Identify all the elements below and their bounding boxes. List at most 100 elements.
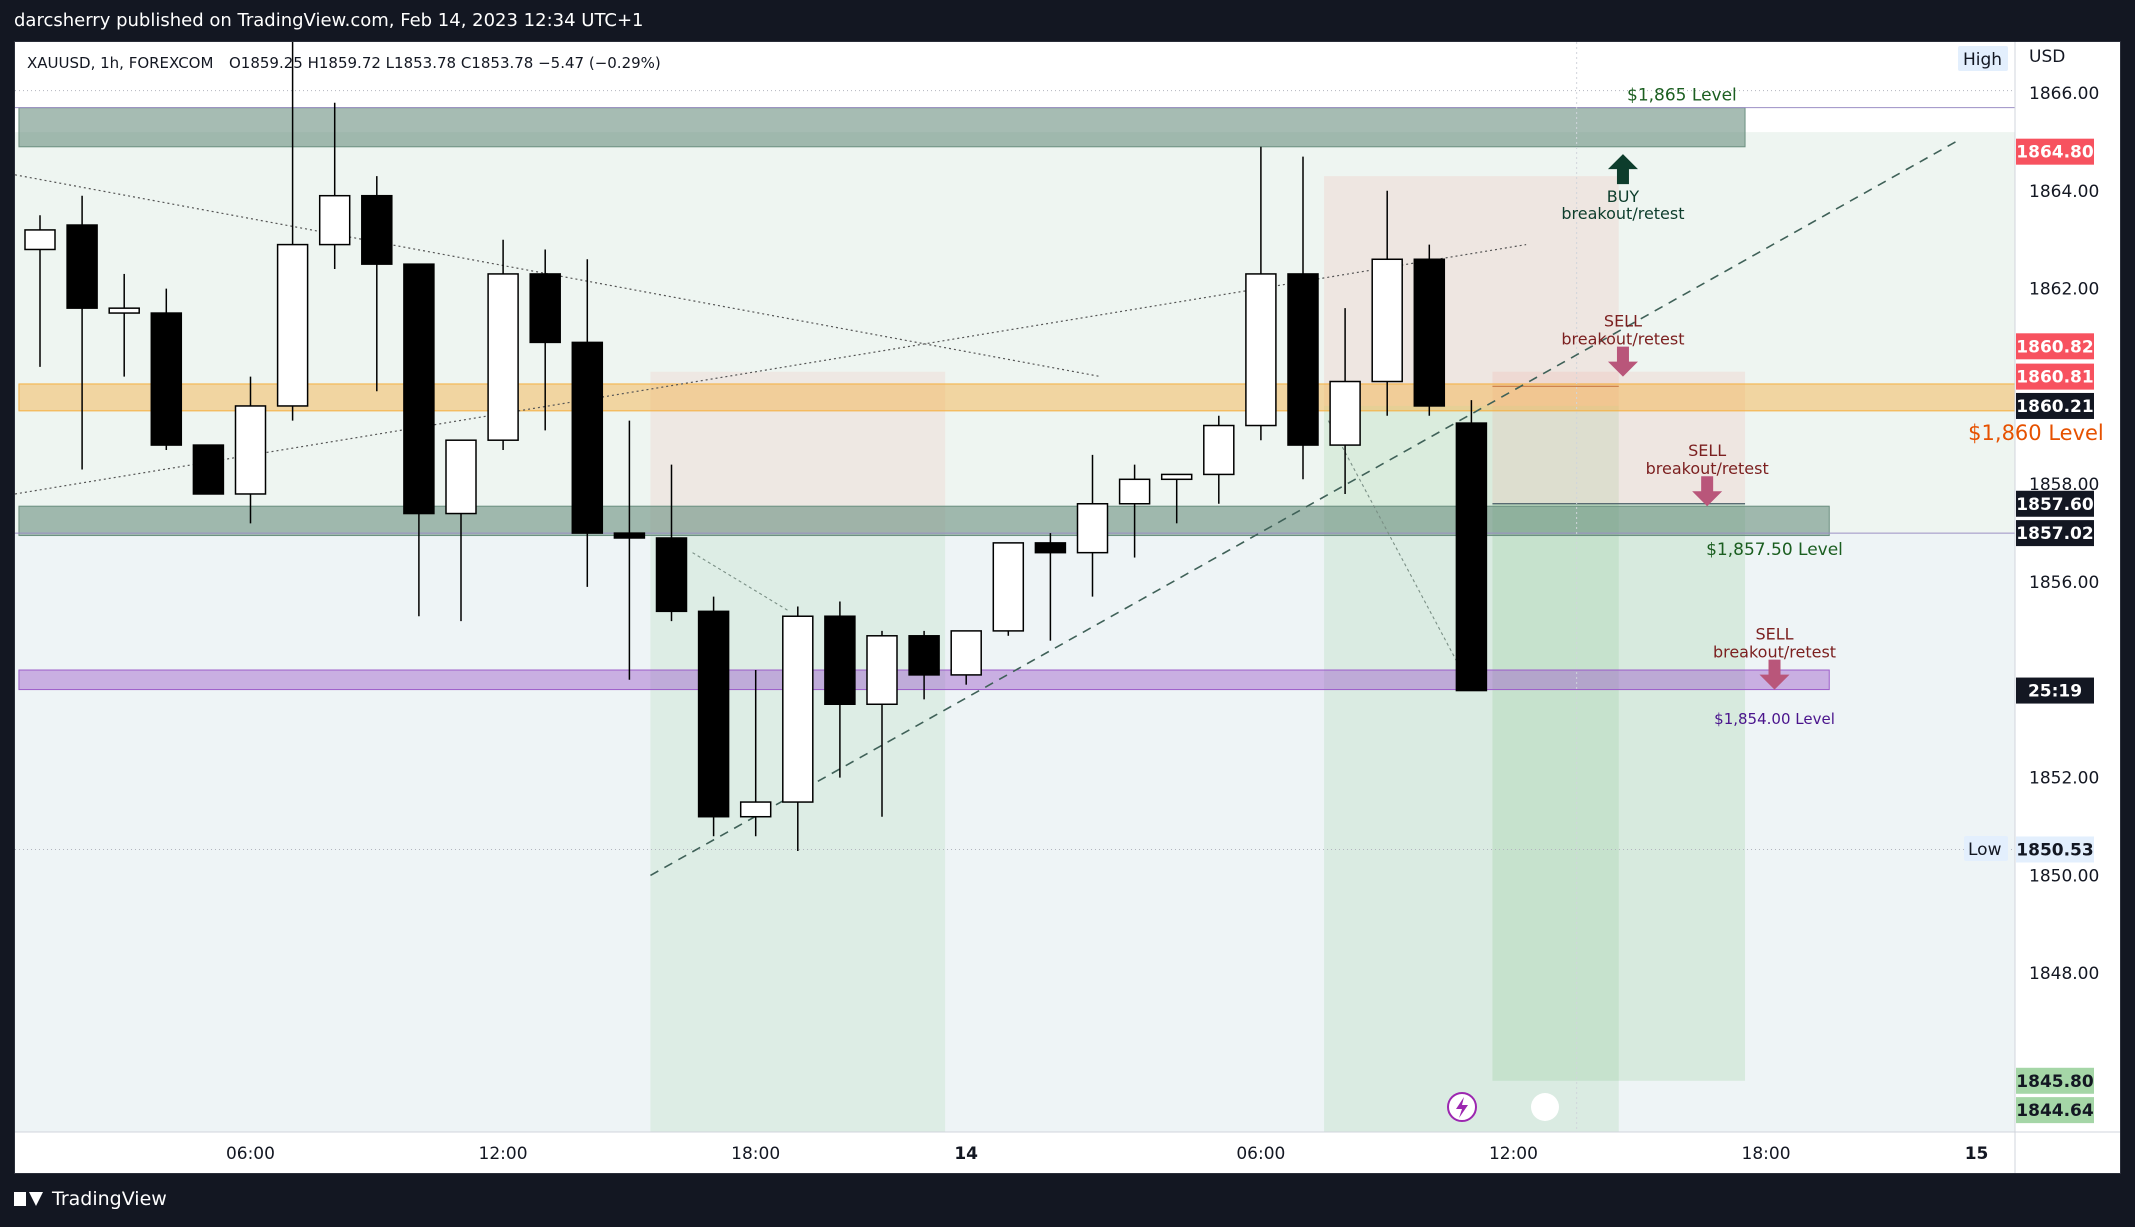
- candle-body: [824, 615, 856, 705]
- low-label: Low: [1968, 840, 2002, 860]
- high-price-badge-box: [2016, 138, 2094, 165]
- annotations: $1,865 Level $1,860 Level $1,857.50 Level $…: [1561, 85, 2103, 727]
- price-badge: 1857.02: [2016, 524, 2093, 544]
- candle-body: [1329, 380, 1361, 446]
- candle-body: [782, 615, 814, 803]
- price-tick-label: 1850.00: [2029, 866, 2099, 886]
- candle: [24, 215, 56, 367]
- lower-tint: [15, 533, 2015, 1132]
- candle: [1371, 190, 1403, 416]
- zone-1857: [18, 505, 1830, 537]
- level-zones: [15, 107, 2016, 691]
- candles: [24, 34, 1488, 851]
- signal-sublabel: breakout/retest: [1561, 204, 1684, 223]
- high-price-badge: 1864.80: [2016, 143, 2094, 163]
- candle: [782, 606, 814, 851]
- signal-label: SELL: [1604, 312, 1642, 331]
- currency-label[interactable]: USD: [2029, 47, 2065, 67]
- low-price-badge-box: [2016, 836, 2094, 863]
- candle-body: [1413, 258, 1446, 407]
- price-badge-box: [2016, 1097, 2094, 1124]
- zone-1865: [18, 107, 1746, 148]
- candle-body: [950, 630, 982, 676]
- candle: [655, 464, 688, 622]
- time-tick-label: 12:00: [1489, 1144, 1538, 1164]
- candle-body: [655, 537, 688, 613]
- candle: [1034, 533, 1067, 641]
- candle: [950, 630, 982, 685]
- low-label-box: [1964, 836, 2008, 861]
- price-badge: 1860.82: [2016, 337, 2093, 357]
- price-badge-box: [2016, 363, 2094, 390]
- candle-body: [739, 801, 772, 818]
- label-1857-level: $1,857.50 Level: [1706, 540, 1843, 560]
- candle-body: [529, 273, 561, 344]
- brand-name: TradingView: [52, 1188, 167, 1210]
- candle-body: [234, 405, 267, 495]
- price-chart[interactable]: $1,865 Level $1,860 Level $1,857.50 Level $…: [14, 34, 2120, 1173]
- price-badge: 1857.60: [2016, 495, 2094, 515]
- time-tick-label: 14: [954, 1144, 978, 1164]
- descending-dotted-trendline: [14, 174, 1102, 378]
- price-tick-label: 1862.00: [2029, 280, 2099, 300]
- candle-body: [697, 610, 730, 818]
- arrow-down-icon: [1759, 659, 1790, 690]
- time-tick-label: 06:00: [1236, 1144, 1285, 1164]
- candle: [276, 34, 309, 421]
- candle-body: [403, 263, 435, 515]
- candle: [108, 273, 140, 377]
- zone-1860: [18, 383, 2016, 412]
- candle: [234, 376, 267, 524]
- candle: [1203, 415, 1235, 504]
- short-dashed-line-2: [1327, 420, 1460, 666]
- candle: [824, 601, 856, 778]
- candle-body: [276, 243, 309, 407]
- arrow-up-icon: [1607, 154, 1638, 185]
- signal-sublabel: breakout/retest: [1561, 330, 1684, 349]
- label-1865-level: $1,865 Level: [1627, 85, 1737, 105]
- candle: [150, 288, 183, 450]
- price-axis-ticks: 1866.00 1864.00 1862.00 1858.00 1856.00 1852.…: [2029, 84, 2099, 984]
- candle: [318, 102, 351, 270]
- candle-body: [1455, 422, 1488, 692]
- candle-body: [150, 312, 183, 446]
- candle-body: [1371, 258, 1403, 383]
- tradingview-logo[interactable]: TradingView: [14, 1188, 167, 1210]
- symbol-label[interactable]: XAUUSD, 1h, FOREXCOM: [27, 54, 213, 72]
- short-dashed-line-1: [692, 552, 790, 612]
- candle: [1245, 146, 1277, 441]
- lightning-icon[interactable]: [1447, 1092, 1477, 1122]
- time-tick-label: 18:00: [731, 1144, 780, 1164]
- price-badge: 1845.80: [2016, 1072, 2094, 1092]
- ohlc-values: O1859.25 H1859.72 L1853.78 C1853.78 −5.4…: [229, 54, 661, 72]
- candle-body: [487, 273, 519, 441]
- candle-body: [1245, 273, 1277, 427]
- candle: [1118, 464, 1151, 558]
- footer-bar: TradingView: [0, 1174, 2135, 1227]
- time-tick-label: 06:00: [226, 1144, 275, 1164]
- candle-body: [318, 194, 351, 246]
- candle: [697, 596, 730, 837]
- candle: [866, 630, 898, 817]
- candle: [571, 259, 604, 587]
- candle: [739, 670, 772, 837]
- label-1860-level: $1,860 Level: [1968, 421, 2104, 445]
- price-tick-label: 1848.00: [2029, 964, 2099, 984]
- price-badge: 1860.21: [2016, 397, 2093, 417]
- price-badge-box: [2016, 490, 2094, 517]
- candle: [403, 263, 435, 617]
- price-badge-box: [2016, 1067, 2094, 1094]
- chart-frame[interactable]: $1,865 Level $1,860 Level $1,857.50 Level $…: [14, 34, 2121, 1174]
- candle-body: [866, 635, 898, 705]
- candle-body: [571, 341, 604, 534]
- price-badge: 1860.81: [2016, 368, 2093, 388]
- candle: [66, 195, 98, 470]
- publish-header: darcsherry published on TradingView.com,…: [0, 0, 2135, 41]
- signal-label: SELL: [1755, 625, 1793, 644]
- circle-icon[interactable]: [1531, 1093, 1559, 1121]
- candle: [613, 420, 646, 680]
- candle-body: [1203, 424, 1235, 476]
